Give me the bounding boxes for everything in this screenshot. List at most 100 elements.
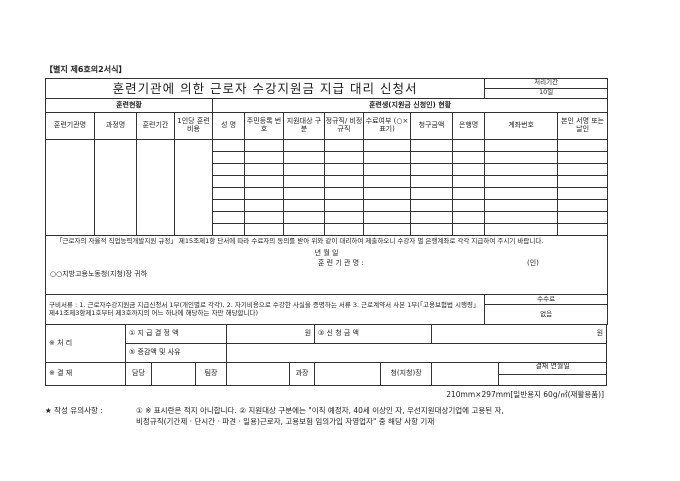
- trainee-cell[interactable]: [410, 211, 453, 224]
- trainee-cell[interactable]: [363, 163, 411, 176]
- trainee-cell[interactable]: [363, 187, 411, 200]
- processing-label: ※ 처 리: [45, 324, 126, 363]
- trainee-cell[interactable]: [244, 223, 284, 236]
- trainee-cell[interactable]: [212, 163, 245, 176]
- requested-amount-field[interactable]: 원: [431, 324, 608, 344]
- training-cell[interactable]: [136, 139, 175, 236]
- training-cell[interactable]: [94, 139, 137, 236]
- trainee-cell[interactable]: [363, 223, 411, 236]
- trainee-cell[interactable]: [283, 139, 325, 152]
- institution-name-label: 훈 련 기 관 명 :: [318, 258, 364, 267]
- trainee-cell[interactable]: [451, 175, 486, 188]
- trainee-cell[interactable]: [451, 151, 486, 164]
- approval-date-field[interactable]: [500, 375, 606, 385]
- trainee-cell[interactable]: [324, 151, 364, 164]
- adjustment-reason-field[interactable]: [226, 343, 608, 363]
- trainee-cell[interactable]: [283, 199, 325, 212]
- team-leader-sign-field[interactable]: [226, 362, 291, 386]
- trainee-cell[interactable]: [324, 175, 364, 188]
- column-header: 수료여부 (○×표기): [363, 112, 411, 140]
- training-cell[interactable]: [174, 139, 213, 236]
- trainee-cell[interactable]: [484, 151, 559, 164]
- trainee-cell[interactable]: [283, 175, 325, 188]
- trainee-cell[interactable]: [484, 211, 559, 224]
- trainee-cell[interactable]: [410, 139, 453, 152]
- trainee-cell[interactable]: [451, 199, 486, 212]
- fee-value: 없음: [484, 304, 609, 325]
- staff-sign-field[interactable]: [151, 362, 196, 386]
- processing-period-label: 처리기간: [485, 80, 607, 89]
- processing-period-value: 10일: [538, 88, 554, 96]
- trainee-cell[interactable]: [557, 223, 609, 236]
- trainee-cell[interactable]: [451, 187, 486, 200]
- trainee-cell[interactable]: [363, 199, 411, 212]
- trainee-cell[interactable]: [557, 175, 609, 188]
- trainee-cell[interactable]: [212, 211, 245, 224]
- staff-label: 담당: [125, 362, 152, 386]
- trainee-cell[interactable]: [324, 199, 364, 212]
- trainee-cell[interactable]: [283, 187, 325, 200]
- trainee-cell[interactable]: [451, 139, 486, 152]
- trainee-cell[interactable]: [324, 211, 364, 224]
- section-chief-sign-field[interactable]: [314, 362, 382, 386]
- trainee-cell[interactable]: [484, 187, 559, 200]
- training-cell[interactable]: [45, 139, 95, 236]
- trainee-cell[interactable]: [283, 163, 325, 176]
- form-label: 【별지 제6호의2서식】: [45, 65, 127, 74]
- trainee-cell[interactable]: [283, 223, 325, 236]
- trainee-cell[interactable]: [451, 211, 486, 224]
- trainee-cell[interactable]: [557, 151, 609, 164]
- trainee-cell[interactable]: [212, 151, 245, 164]
- trainee-cell[interactable]: [451, 163, 486, 176]
- trainee-cell[interactable]: [363, 151, 411, 164]
- decided-amount-label: ① 지 급 결 정 액: [124, 324, 228, 344]
- column-header: 청구금액: [410, 112, 453, 140]
- trainee-cell[interactable]: [451, 223, 486, 236]
- trainee-cell[interactable]: [410, 199, 453, 212]
- trainee-cell[interactable]: [410, 151, 453, 164]
- trainee-cell[interactable]: [212, 175, 245, 188]
- trainee-cell[interactable]: [363, 211, 411, 224]
- approval-label: ※ 결 재: [45, 362, 126, 386]
- trainee-cell[interactable]: [363, 139, 411, 152]
- trainee-cell[interactable]: [557, 211, 609, 224]
- trainee-cell[interactable]: [244, 175, 284, 188]
- trainee-cell[interactable]: [484, 175, 559, 188]
- trainee-cell[interactable]: [484, 223, 559, 236]
- fee-label: 수수료: [484, 294, 609, 305]
- trainee-cell[interactable]: [212, 223, 245, 236]
- trainee-cell[interactable]: [557, 163, 609, 176]
- trainee-cell[interactable]: [324, 139, 364, 152]
- trainee-cell[interactable]: [410, 187, 453, 200]
- trainee-cell[interactable]: [410, 223, 453, 236]
- trainee-cell[interactable]: [363, 175, 411, 188]
- trainee-cell[interactable]: [484, 139, 559, 152]
- decided-amount-field[interactable]: 원: [226, 324, 316, 344]
- trainee-cell[interactable]: [324, 223, 364, 236]
- trainee-cell[interactable]: [244, 187, 284, 200]
- requested-amount-label: ③ 신 청 금 액: [314, 324, 433, 344]
- trainee-cell[interactable]: [244, 151, 284, 164]
- column-header: 1인당 훈련비용: [174, 112, 213, 140]
- trainee-cell[interactable]: [557, 139, 609, 152]
- trainee-cell[interactable]: [484, 163, 559, 176]
- trainee-cell[interactable]: [244, 211, 284, 224]
- seal-mark: (인): [527, 258, 539, 267]
- trainee-cell[interactable]: [244, 139, 284, 152]
- table-row: [46, 175, 609, 188]
- trainee-cell[interactable]: [557, 199, 609, 212]
- trainee-cell[interactable]: [283, 151, 325, 164]
- trainee-cell[interactable]: [324, 163, 364, 176]
- trainee-cell[interactable]: [212, 199, 245, 212]
- trainee-cell[interactable]: [244, 163, 284, 176]
- trainee-cell[interactable]: [283, 211, 325, 224]
- trainee-cell[interactable]: [484, 199, 559, 212]
- trainee-cell[interactable]: [557, 187, 609, 200]
- trainee-cell[interactable]: [410, 175, 453, 188]
- office-head-sign-field[interactable]: [431, 362, 500, 386]
- trainee-cell[interactable]: [324, 187, 364, 200]
- trainee-cell[interactable]: [244, 199, 284, 212]
- trainee-cell[interactable]: [410, 163, 453, 176]
- trainee-cell[interactable]: [212, 187, 245, 200]
- trainee-cell[interactable]: [212, 139, 245, 152]
